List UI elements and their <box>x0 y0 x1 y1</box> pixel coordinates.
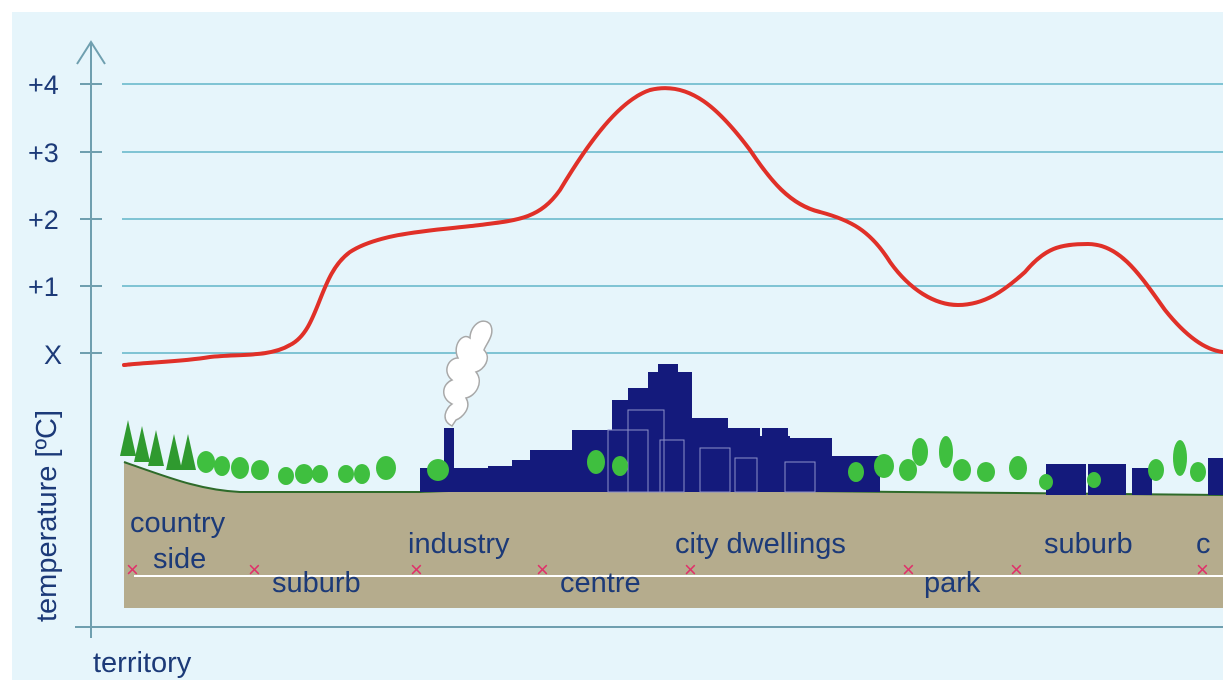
tree <box>312 465 328 483</box>
conifer-tree <box>120 420 136 456</box>
tree <box>977 462 995 482</box>
city-buildings <box>420 364 1223 495</box>
ground <box>124 462 1223 608</box>
zone-marker: × <box>410 557 423 582</box>
tree <box>214 456 230 476</box>
y-axis-label: temperature [ºC] <box>31 410 63 622</box>
tree <box>338 465 354 483</box>
tree <box>912 438 928 466</box>
building-outlines <box>607 409 816 493</box>
x-axis-label: territory <box>93 647 192 679</box>
zone-label-industry: industry <box>408 528 510 560</box>
y-tick-label: X <box>44 340 62 370</box>
building <box>530 450 575 492</box>
tree <box>953 459 971 481</box>
tree <box>1039 474 1053 490</box>
tree <box>427 459 449 481</box>
y-tick-label: +4 <box>28 70 59 100</box>
tree <box>1190 462 1206 482</box>
conifer-tree <box>134 426 150 462</box>
tree <box>612 456 628 476</box>
tree <box>874 454 894 478</box>
deciduous-trees <box>197 436 1206 490</box>
tree <box>197 451 215 473</box>
y-tick-labels: +4 +3 +2 +1 X <box>28 70 62 370</box>
building-outline <box>784 461 816 493</box>
zone-label-suburb-2: suburb <box>1044 528 1133 560</box>
conifer-tree <box>148 430 164 466</box>
tree <box>251 460 269 480</box>
zone-label-park: park <box>924 567 981 599</box>
conifer-tree <box>166 434 182 470</box>
zone-label-cut-off: c <box>1196 528 1211 560</box>
y-axis-arrowhead <box>76 40 106 65</box>
zone-label-side: side <box>153 543 206 575</box>
conifer-trees <box>120 420 196 470</box>
tree <box>295 464 313 484</box>
zone-marker: × <box>248 557 261 582</box>
zone-marker: × <box>126 557 139 582</box>
tree <box>899 459 917 481</box>
building-outline <box>659 439 685 493</box>
zone-marker: × <box>1010 557 1023 582</box>
axes <box>75 40 1223 638</box>
tree <box>1148 459 1164 481</box>
zone-labels: country side suburb industry centre city… <box>130 507 1211 599</box>
factory-chimney <box>444 428 454 492</box>
tree <box>231 457 249 479</box>
y-tick-label: +2 <box>28 205 59 235</box>
gridlines <box>122 83 1223 354</box>
tree <box>939 436 953 468</box>
house <box>1132 468 1152 495</box>
zone-marker: × <box>1196 557 1209 582</box>
tree <box>1087 472 1101 488</box>
tree <box>1173 440 1187 476</box>
tower <box>648 372 692 492</box>
building-outline <box>627 409 665 493</box>
building-outline <box>734 457 758 493</box>
zone-label-suburb: suburb <box>272 567 361 599</box>
zone-marker: × <box>536 557 549 582</box>
y-tick-label: +3 <box>28 138 59 168</box>
zone-marker: × <box>902 557 915 582</box>
tree <box>376 456 396 480</box>
tree <box>354 464 370 484</box>
house <box>1208 458 1223 495</box>
tree <box>587 450 605 474</box>
zone-markers: × × × × × × × × <box>126 557 1209 582</box>
tree <box>1009 456 1027 480</box>
zone-label-country: country <box>130 507 226 539</box>
tree <box>848 462 864 482</box>
tower-top <box>658 364 678 374</box>
house <box>1046 464 1086 495</box>
trees <box>120 420 1206 490</box>
zone-label-centre: centre <box>560 567 641 599</box>
y-tick-label: +1 <box>28 272 59 302</box>
building-outline <box>699 447 731 493</box>
smoke-plume <box>443 320 493 427</box>
zone-marker: × <box>684 557 697 582</box>
zone-label-city-dwellings: city dwellings <box>675 528 846 560</box>
tree <box>278 467 294 485</box>
conifer-tree <box>180 434 196 470</box>
temperature-curve <box>122 86 1223 367</box>
